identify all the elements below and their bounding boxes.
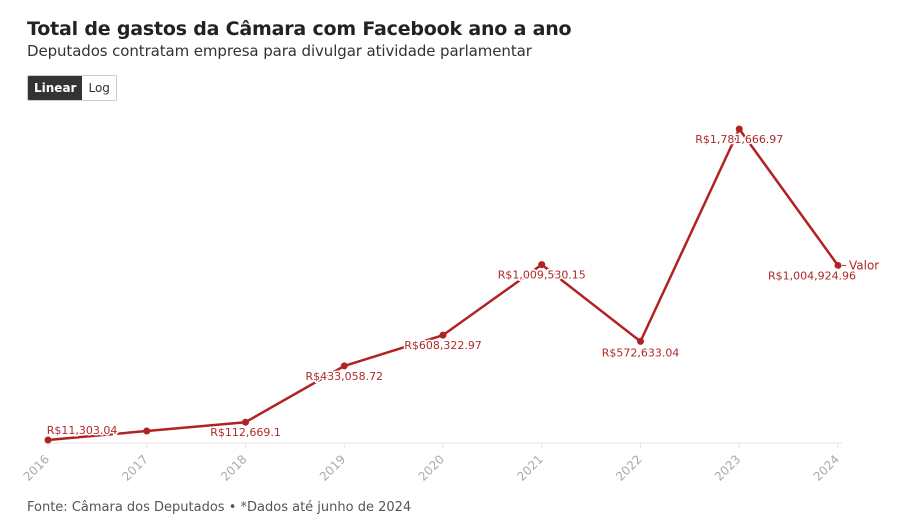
x-tick-label: 2016: [21, 452, 52, 483]
data-label-2019: R$433,058.72: [305, 370, 383, 383]
data-label-2018: R$112,669.1: [210, 426, 281, 439]
chart-title: Total de gastos da Câmara com Facebook a…: [27, 18, 572, 40]
x-tick-label: 2017: [119, 452, 150, 483]
x-tick-label: 2018: [218, 452, 249, 483]
data-point-2018[interactable]: [242, 418, 249, 426]
data-point-2023[interactable]: [735, 125, 743, 133]
data-label-2020: R$608,322.97: [404, 339, 482, 352]
data-label-2022: R$572,633.04: [602, 346, 680, 359]
data-point-2022[interactable]: [637, 337, 644, 345]
data-label-2024: R$1,004,924.96: [768, 269, 856, 282]
x-tick-label: 2019: [317, 452, 348, 483]
data-point-2019[interactable]: [340, 362, 348, 370]
x-tick-label: 2021: [514, 452, 545, 483]
data-point-2021[interactable]: [538, 261, 546, 269]
data-point-2017[interactable]: [143, 427, 151, 435]
x-tick-label: 2020: [416, 452, 447, 483]
data-label-2021: R$1,009,530.15: [498, 269, 586, 282]
series-line-valor: [47, 127, 840, 442]
data-label-2023: R$1,781,666.97: [695, 133, 783, 146]
x-tick-label: 2024: [811, 452, 842, 483]
x-tick-label: 2022: [613, 452, 644, 483]
data-label-2016: R$11,303.04: [47, 424, 118, 437]
data-point-2016[interactable]: [44, 436, 52, 444]
chart-subtitle: Deputados contratam empresa para divulga…: [27, 42, 532, 60]
linear-scale-button[interactable]: Linear: [28, 76, 83, 100]
legend-label-valor: Valor: [849, 258, 879, 272]
data-point-2024[interactable]: [834, 261, 842, 269]
scale-toggle: Linear Log: [27, 75, 117, 101]
x-tick-label: 2023: [712, 452, 743, 483]
data-point-2020[interactable]: [439, 331, 447, 339]
log-scale-button[interactable]: Log: [82, 76, 116, 100]
source-note: Fonte: Câmara dos Deputados • *Dados até…: [27, 500, 412, 515]
